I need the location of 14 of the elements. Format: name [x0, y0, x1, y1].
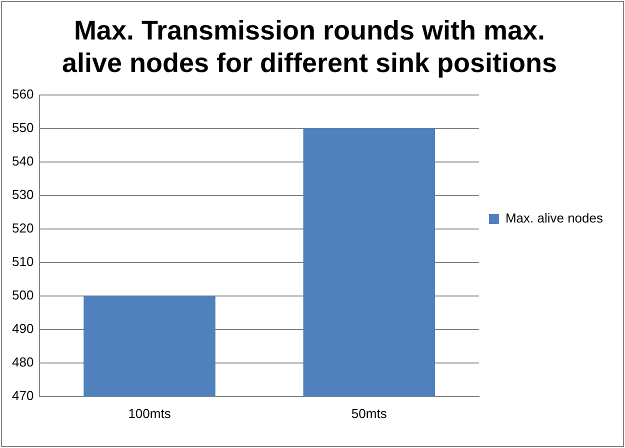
x-tick-label: 100mts — [128, 406, 172, 421]
y-tick-label: 510 — [12, 254, 34, 269]
y-tick-label: 470 — [12, 388, 34, 403]
y-tick-label: 530 — [12, 186, 34, 202]
legend-label: Max. alive nodes — [505, 210, 604, 226]
y-tick-label: 520 — [12, 220, 34, 236]
x-tick-label: 50mts — [351, 406, 388, 421]
y-tick-label: 540 — [12, 153, 34, 168]
y-tick-label: 550 — [12, 120, 34, 135]
y-tick-label: 490 — [12, 320, 34, 336]
y-tick-label: 560 — [12, 86, 34, 102]
y-tick-label: 480 — [12, 354, 34, 370]
y-tick-label: 500 — [12, 287, 34, 302]
chart-title: Max. Transmission rounds with max. alive nodes for different sink positions — [62, 16, 558, 78]
